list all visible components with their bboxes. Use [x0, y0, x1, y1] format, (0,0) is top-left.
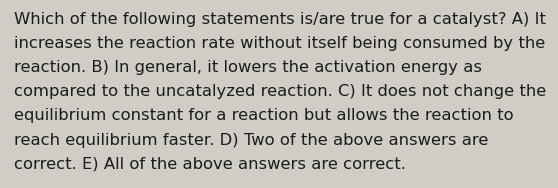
Text: correct. E) All of the above answers are correct.: correct. E) All of the above answers are… — [14, 157, 406, 172]
Text: reaction. B) In general, it lowers the activation energy as: reaction. B) In general, it lowers the a… — [14, 60, 482, 75]
Text: Which of the following statements is/are true for a catalyst? A) It: Which of the following statements is/are… — [14, 12, 546, 27]
Text: increases the reaction rate without itself being consumed by the: increases the reaction rate without itse… — [14, 36, 545, 51]
Text: equilibrium constant for a reaction but allows the reaction to: equilibrium constant for a reaction but … — [14, 108, 513, 124]
Text: reach equilibrium faster. D) Two of the above answers are: reach equilibrium faster. D) Two of the … — [14, 133, 488, 148]
Text: compared to the uncatalyzed reaction. C) It does not change the: compared to the uncatalyzed reaction. C)… — [14, 84, 546, 99]
